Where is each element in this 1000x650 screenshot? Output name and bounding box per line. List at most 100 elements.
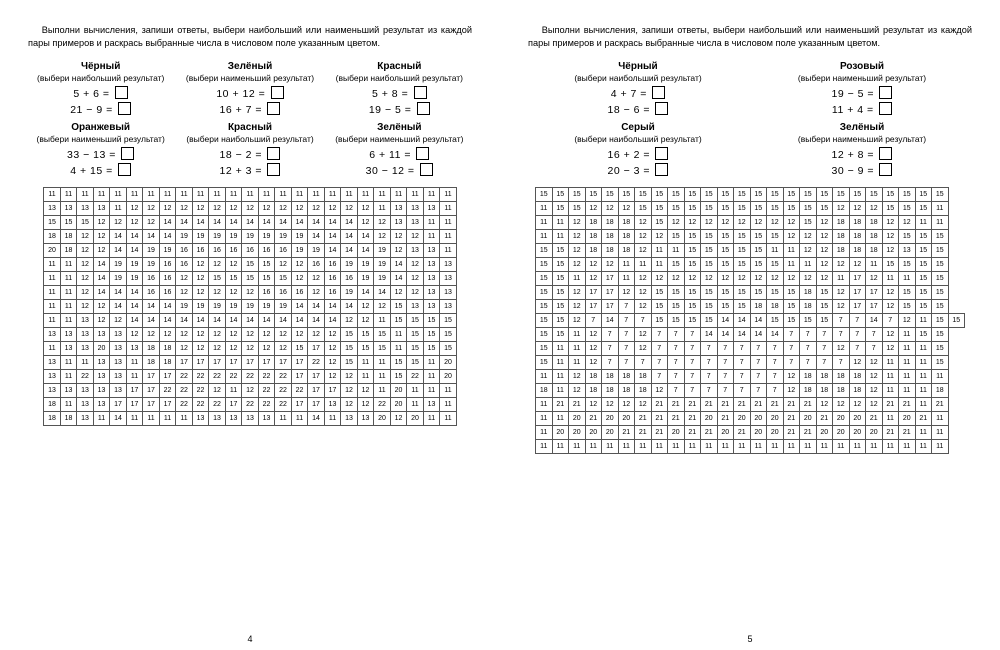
expression: 4 + 7 = (528, 86, 748, 100)
answer-box[interactable] (118, 163, 131, 176)
grid-cell: 13 (110, 384, 127, 398)
answer-box[interactable] (879, 147, 892, 160)
grid-cell: 12 (159, 202, 176, 216)
grid-cell: 15 (932, 356, 949, 370)
grid-cell: 13 (440, 258, 457, 272)
grid-cell: 17 (143, 398, 160, 412)
grid-cell: 14 (602, 314, 619, 328)
expression: 30 − 9 = (752, 163, 972, 177)
answer-box[interactable] (655, 147, 668, 160)
answer-box[interactable] (267, 163, 280, 176)
grid-cell: 14 (734, 328, 751, 342)
grid-cell: 19 (258, 230, 275, 244)
grid-cell: 14 (341, 300, 358, 314)
grid-cell: 12 (77, 300, 94, 314)
answer-box[interactable] (420, 163, 433, 176)
answer-box[interactable] (879, 163, 892, 176)
grid-cell: 15 (552, 202, 569, 216)
answer-box[interactable] (417, 102, 430, 115)
grid-cell: 16 (324, 286, 341, 300)
grid-cell: 12 (143, 328, 160, 342)
grid-cell: 14 (291, 216, 308, 230)
grid-cell: 12 (783, 230, 800, 244)
grid-cell: 11 (60, 258, 77, 272)
grid-cell: 11 (932, 426, 949, 440)
grid-cell: 12 (126, 216, 143, 230)
grid-cell: 7 (866, 328, 883, 342)
grid-cell: 18 (849, 244, 866, 258)
grid-cell: 19 (209, 230, 226, 244)
grid-cell: 7 (651, 328, 668, 342)
expression: 11 + 4 = (752, 102, 972, 116)
grid-cell: 15 (701, 188, 718, 202)
answer-box[interactable] (414, 86, 427, 99)
answer-box[interactable] (267, 147, 280, 160)
grid-cell: 17 (849, 272, 866, 286)
grid-cell: 13 (341, 412, 358, 426)
answer-box[interactable] (416, 147, 429, 160)
grid-cell: 11 (866, 440, 883, 454)
grid-cell: 15 (552, 272, 569, 286)
grid-cell: 13 (423, 244, 440, 258)
grid-cell: 15 (750, 286, 767, 300)
answer-box[interactable] (121, 147, 134, 160)
grid-cell: 11 (440, 230, 457, 244)
answer-box[interactable] (271, 86, 284, 99)
grid-cell: 15 (800, 216, 817, 230)
grid-cell: 13 (192, 412, 209, 426)
grid-cell: 15 (684, 258, 701, 272)
answer-box[interactable] (115, 86, 128, 99)
grid-cell: 12 (882, 300, 899, 314)
grid-cell: 12 (635, 300, 652, 314)
grid-cell: 15 (258, 272, 275, 286)
grid-cell: 15 (767, 286, 784, 300)
grid-cell: 21 (701, 426, 718, 440)
grid-cell: 21 (882, 426, 899, 440)
answer-box[interactable] (118, 102, 131, 115)
grid-cell: 19 (374, 258, 391, 272)
expression: 12 + 3 = (177, 163, 322, 177)
grid-cell: 12 (816, 230, 833, 244)
grid-cell: 14 (159, 300, 176, 314)
grid-cell: 12 (569, 314, 586, 328)
grid-cell: 17 (866, 300, 883, 314)
grid-cell: 19 (110, 258, 127, 272)
grid-cell: 14 (308, 412, 325, 426)
grid-cell: 11 (60, 272, 77, 286)
grid-cell: 7 (668, 356, 685, 370)
grid-cell: 15 (668, 188, 685, 202)
answer-box[interactable] (655, 163, 668, 176)
grid-cell: 12 (176, 342, 193, 356)
grid-cell: 14 (374, 286, 391, 300)
grid-cell: 21 (552, 398, 569, 412)
grid-cell: 22 (77, 370, 94, 384)
answer-box[interactable] (267, 102, 280, 115)
grid-cell: 17 (585, 300, 602, 314)
grid-cell: 15 (552, 188, 569, 202)
grid-cell: 12 (93, 300, 110, 314)
grid-cell: 22 (209, 370, 226, 384)
grid-cell: 11 (357, 370, 374, 384)
grid-cell: 13 (209, 412, 226, 426)
grid-cell: 11 (552, 216, 569, 230)
grid-cell: 11 (899, 342, 916, 356)
answer-box[interactable] (879, 102, 892, 115)
grid-cell: 15 (407, 356, 424, 370)
answer-box[interactable] (652, 86, 665, 99)
grid-cell: 15 (783, 188, 800, 202)
grid-cell: 11 (390, 188, 407, 202)
grid-cell: 14 (143, 230, 160, 244)
grid-cell: 18 (585, 370, 602, 384)
grid-cell: 15 (651, 300, 668, 314)
grid-cell: 12 (143, 216, 160, 230)
grid-cell: 21 (734, 426, 751, 440)
grid-cell: 22 (275, 370, 292, 384)
grid-cell: 14 (308, 216, 325, 230)
grid-cell: 15 (536, 258, 553, 272)
grid-cell: 14 (176, 216, 193, 230)
grid-cell: 18 (602, 230, 619, 244)
answer-box[interactable] (879, 86, 892, 99)
answer-box[interactable] (655, 102, 668, 115)
grid-cell: 19 (291, 244, 308, 258)
grid-cell: 20 (767, 426, 784, 440)
